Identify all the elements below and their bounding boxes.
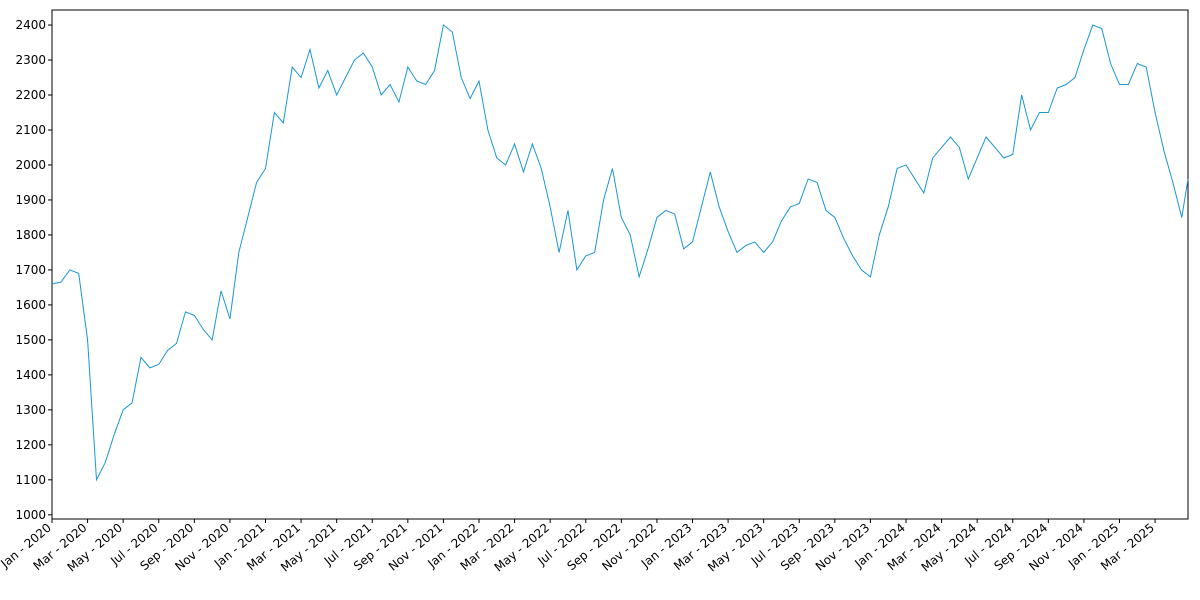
y-tick-label: 2300	[15, 53, 46, 67]
y-tick-label: 1400	[15, 368, 46, 382]
y-tick-label: 2200	[15, 88, 46, 102]
y-tick-label: 2400	[15, 18, 46, 32]
y-tick-label: 1900	[15, 193, 46, 207]
y-tick-label: 2100	[15, 123, 46, 137]
y-tick-label: 1000	[15, 508, 46, 522]
y-tick-label: 1800	[15, 228, 46, 242]
y-tick-label: 1300	[15, 403, 46, 417]
y-tick-label: 1700	[15, 263, 46, 277]
y-tick-label: 1500	[15, 333, 46, 347]
y-tick-label: 1200	[15, 438, 46, 452]
y-tick-label: 2000	[15, 158, 46, 172]
line-series	[51, 24, 1189, 482]
y-tick-label: 1600	[15, 298, 46, 312]
y-tick-label: 1100	[15, 473, 46, 487]
plot-frame	[51, 9, 1189, 520]
